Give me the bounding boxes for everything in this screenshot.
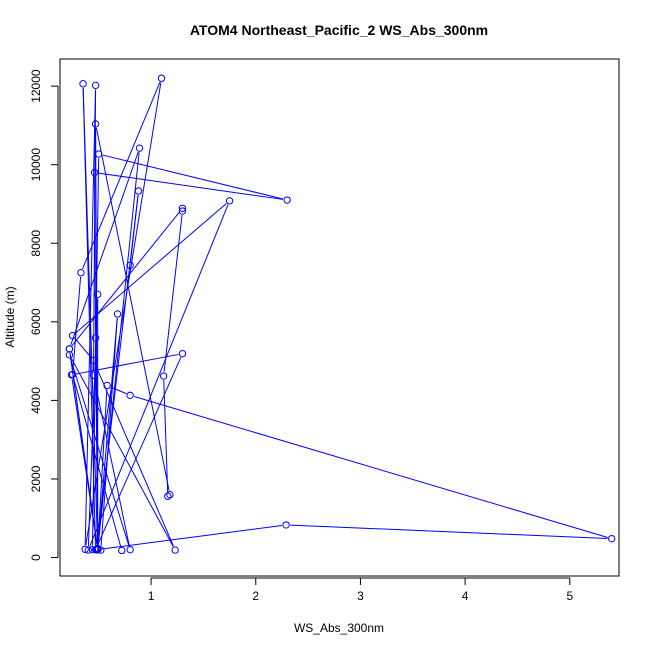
series-segment <box>102 154 284 200</box>
data-point <box>166 490 174 499</box>
data-point <box>84 546 92 554</box>
data-point <box>126 545 134 554</box>
data-point <box>81 545 89 553</box>
data-point <box>88 545 97 554</box>
data-point <box>103 381 111 390</box>
data-point <box>607 534 616 543</box>
series-segment <box>70 358 130 546</box>
data-point <box>91 334 100 342</box>
data-point <box>225 197 234 205</box>
series-segment <box>72 276 82 371</box>
series-segment <box>290 524 608 540</box>
data-point <box>164 492 172 500</box>
data-point <box>93 290 102 299</box>
y-axis: 0 2000 4000 6000 8000 10000 12000 <box>29 69 59 561</box>
data-point <box>157 74 166 82</box>
series-segment <box>97 389 108 545</box>
data-point <box>126 391 134 399</box>
data-point <box>92 545 101 554</box>
data-point <box>178 349 187 358</box>
series-segment <box>71 211 181 346</box>
series-segment <box>75 203 227 334</box>
y-axis-label: Altitude (m) <box>3 286 17 347</box>
data-point <box>283 196 291 204</box>
y-tick-label: 8000 <box>29 230 43 257</box>
data-point <box>178 204 187 212</box>
data-point <box>171 546 179 554</box>
data-point <box>134 187 143 195</box>
series-segment <box>75 353 179 375</box>
series-segment <box>130 195 139 262</box>
series-segment <box>163 215 183 372</box>
series-segment <box>96 357 182 547</box>
data-point <box>77 269 85 277</box>
series-segment <box>92 158 100 546</box>
data-point <box>67 371 76 379</box>
series-segment <box>70 358 174 547</box>
data-point <box>89 356 98 365</box>
series-segment <box>100 318 118 546</box>
x-axis: 1 2 3 4 5 <box>148 577 573 603</box>
data-point <box>90 168 99 177</box>
data-point <box>79 80 87 88</box>
data-point <box>178 207 187 215</box>
chart-title: ATOM4 Northeast_Pacific_2 WS_Abs_300nm <box>190 22 488 38</box>
x-tick-label: 3 <box>357 589 364 603</box>
data-point <box>91 81 100 90</box>
series-segment <box>110 386 127 395</box>
series-segment <box>134 396 608 538</box>
y-tick-label: 0 <box>29 554 43 561</box>
data-point <box>65 345 74 353</box>
series-segment <box>95 127 170 491</box>
series-segment <box>100 524 283 550</box>
data-point <box>65 351 74 359</box>
series-segment <box>89 204 229 547</box>
y-tick-label: 4000 <box>29 387 43 414</box>
data-point <box>126 261 134 269</box>
series-segment <box>74 338 92 358</box>
data-point <box>113 310 122 318</box>
x-axis-label: WS_Abs_300nm <box>294 621 384 635</box>
series-layer <box>65 74 616 555</box>
data-point <box>95 150 103 158</box>
plot-frame <box>59 58 620 577</box>
x-tick-label: 2 <box>252 589 259 603</box>
series-segment <box>163 380 169 493</box>
data-point <box>159 372 168 380</box>
y-tick-label: 10000 <box>29 148 43 182</box>
data-point <box>91 120 100 128</box>
series-segment <box>94 363 174 547</box>
series-segment <box>94 176 97 334</box>
data-point <box>118 546 126 555</box>
x-tick-label: 1 <box>148 589 155 603</box>
data-point <box>68 331 77 340</box>
data-point <box>93 544 102 553</box>
y-tick-label: 12000 <box>29 69 43 103</box>
series-segment <box>98 172 284 200</box>
y-tick-label: 2000 <box>29 465 43 492</box>
data-point <box>89 371 98 379</box>
series-segment <box>70 151 139 346</box>
series-segment <box>85 82 162 546</box>
x-tick-label: 5 <box>566 589 573 603</box>
data-point <box>282 521 290 529</box>
x-tick-label: 4 <box>462 589 469 603</box>
series-segment <box>93 379 130 546</box>
data-point <box>135 144 144 152</box>
y-tick-label: 6000 <box>29 308 43 335</box>
series-segment <box>95 342 99 545</box>
